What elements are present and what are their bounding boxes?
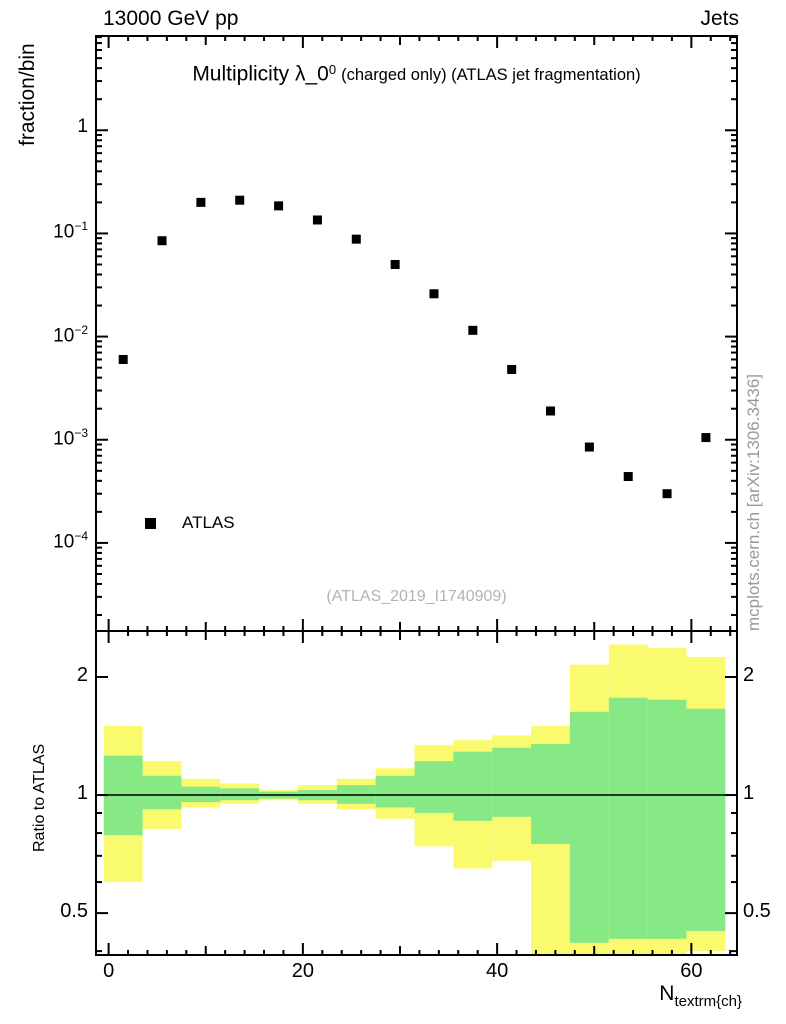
ratio-band-inner [608, 697, 648, 939]
x-axis-title-main: N [659, 982, 675, 1005]
data-point-atlas [623, 472, 633, 482]
ratio-band-inner [569, 711, 609, 943]
data-point-atlas [507, 364, 517, 374]
x-axis-title-subscript: textrm{ch} [674, 993, 742, 1010]
ratio-band-inner [142, 775, 182, 810]
ratio-band-inner [647, 699, 687, 939]
data-point-atlas [468, 325, 478, 335]
x-axis-title: Ntextrm{ch} [659, 982, 742, 1010]
plot-title: Multiplicity λ_00 (charged only) (ATLAS j… [96, 62, 737, 86]
data-point-atlas [351, 234, 361, 244]
main-panel-frame [95, 35, 738, 632]
process-label: Jets [700, 7, 739, 30]
data-point-atlas [118, 354, 128, 364]
data-point-atlas [235, 195, 245, 205]
data-point-atlas [157, 236, 167, 246]
legend-label: ATLAS [182, 513, 235, 532]
data-point-atlas [584, 442, 594, 452]
mcplots-attribution: mcplots.cern.ch [arXiv:1306.3436] [744, 373, 763, 631]
beam-energy-label: 13000 GeV pp [103, 7, 239, 30]
ratio-band-inner [686, 708, 726, 932]
data-point-atlas [701, 433, 711, 443]
data-point-atlas [274, 201, 284, 211]
data-point-atlas [429, 289, 439, 299]
data-point-atlas [390, 259, 400, 269]
ratio-band-inner [492, 747, 532, 817]
plot-title-main: Multiplicity λ_0 [192, 62, 329, 86]
ratio-y-axis-title: Ratio to ATLAS [31, 743, 48, 852]
data-point-atlas [312, 215, 322, 225]
plot-title-detail: (charged only) (ATLAS jet fragmentation) [341, 66, 641, 85]
ratio-panel-frame [95, 630, 738, 956]
legend-marker-square [145, 517, 156, 529]
ratio-band-inner [414, 761, 454, 814]
analysis-id-watermark: (ATLAS_2019_I1740909) [326, 588, 507, 605]
legend: ATLAS [145, 513, 235, 533]
data-point-atlas [662, 489, 672, 499]
ratio-band-inner [375, 775, 415, 808]
data-point-atlas [196, 197, 206, 207]
plot-title-superscript: 0 [328, 62, 337, 77]
ratio-band-inner [531, 743, 570, 845]
ratio-band-inner [453, 751, 493, 821]
data-point-atlas [546, 406, 556, 416]
main-y-axis-title: fraction/bin [16, 43, 39, 146]
